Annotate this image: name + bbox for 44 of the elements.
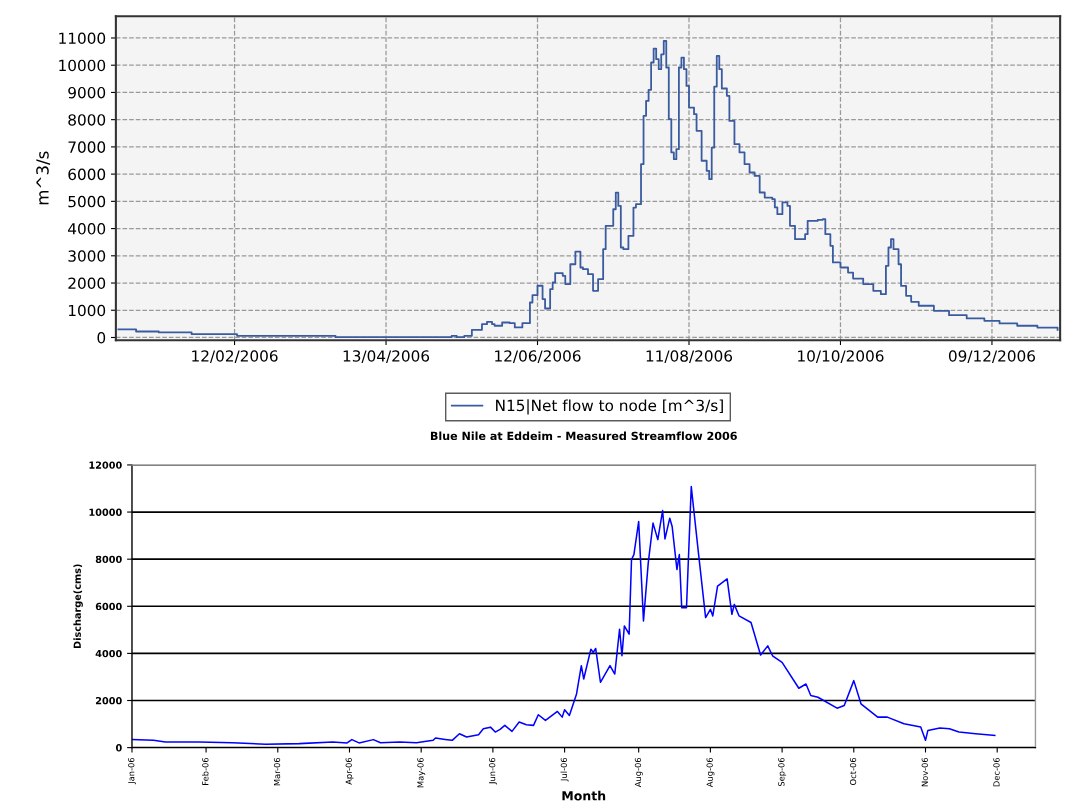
- chart-title: Blue Nile at Eddeim - Measured Streamflow 2006: [430, 431, 737, 441]
- y-axis-title: m^3/s: [36, 151, 51, 205]
- x-tick-label: Jul-06: [560, 757, 569, 782]
- x-tick-label: Sep-06: [778, 757, 787, 787]
- y-tick-label: 9000: [68, 86, 106, 99]
- x-tick-label: Nov-06: [921, 757, 928, 787]
- y-tick-label: 2000: [68, 277, 106, 290]
- x-tick-label: Mar-06: [273, 757, 281, 786]
- x-tick-label: 12/06/2006: [495, 350, 581, 363]
- x-tick-label: Dec-06: [993, 757, 1000, 787]
- x-tick-label: 11/08/2006: [646, 350, 733, 363]
- x-tick-label: Jun-06: [489, 757, 497, 785]
- x-tick-label: Feb-06: [202, 757, 209, 785]
- y-tick-label: 0: [97, 331, 106, 344]
- x-tick-label: Oct-06: [849, 757, 857, 785]
- y-tick-label: 8000: [68, 114, 106, 126]
- y-tick-label: 5000: [68, 195, 106, 208]
- y-tick-label: 4000: [68, 223, 106, 235]
- y-tick-label: 0: [115, 744, 122, 752]
- y-tick-label: 12000: [89, 461, 122, 469]
- legend-label: N15|Net flow to node [m^3/s]: [496, 399, 723, 415]
- y-tick-label: 2000: [95, 696, 122, 705]
- x-tick-label: 09/12/2006: [948, 350, 1036, 363]
- x-tick-label: May-06: [417, 757, 426, 788]
- y-tick-label: 1000: [68, 304, 106, 317]
- x-axis-title: Month: [562, 790, 606, 801]
- y-tick-label: 10000: [59, 59, 106, 72]
- x-tick-label: Jan-06: [128, 757, 136, 785]
- y-tick-label: 6000: [68, 168, 106, 181]
- y-tick-label: 8000: [95, 555, 122, 563]
- y-tick-label: 3000: [68, 250, 106, 262]
- y-tick-label: 4000: [95, 649, 122, 658]
- x-tick-label: 12/02/2006: [192, 350, 278, 363]
- y-tick-label: 7000: [68, 141, 106, 153]
- x-tick-label: Aug-06: [706, 757, 715, 788]
- y-tick-label: 10000: [89, 508, 122, 516]
- x-tick-label: Aug-06: [634, 757, 643, 788]
- line-series: [131, 485, 996, 746]
- y-tick-label: 6000: [95, 602, 122, 611]
- y-tick-label: 11000: [59, 32, 106, 44]
- x-tick-label: 10/10/2006: [798, 350, 884, 363]
- x-tick-label: Apr-06: [345, 757, 354, 785]
- y-axis-title: Discharge(cms): [73, 564, 83, 649]
- x-tick-label: 13/04/2006: [343, 350, 430, 363]
